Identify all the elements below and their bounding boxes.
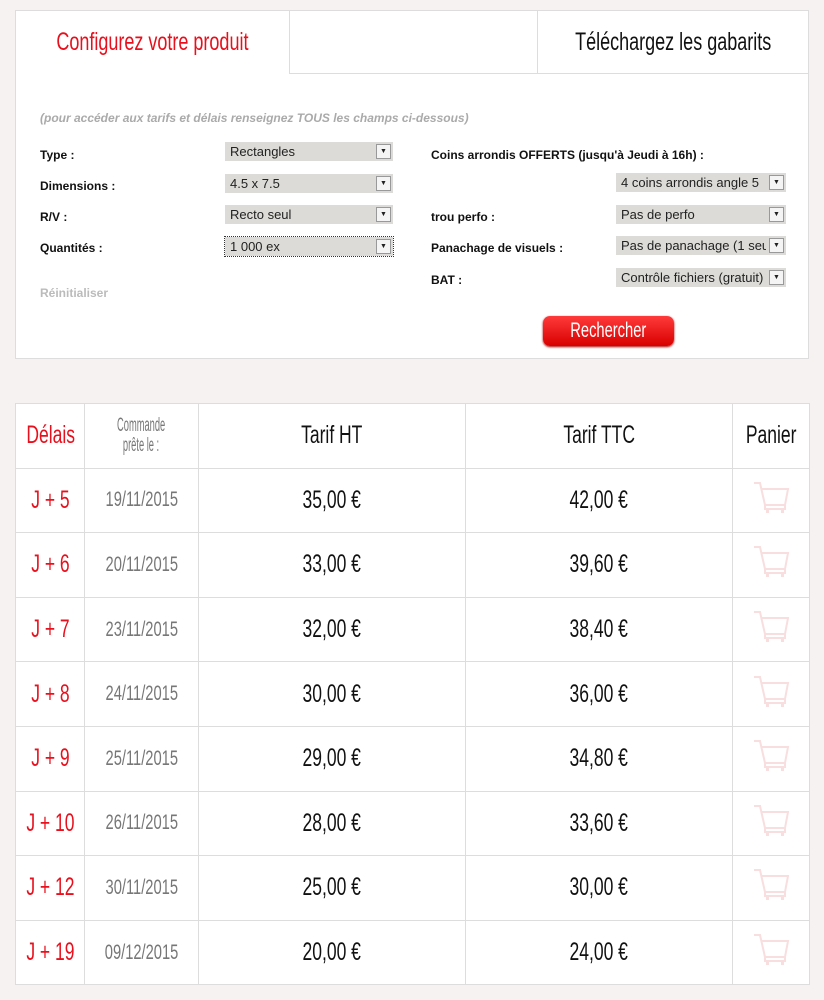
select-value: 4.5 x 7.5 [230, 176, 280, 191]
pricing-table: Délais Commande prête le : Tarif HT Tarif… [15, 403, 810, 986]
select-value: Recto seul [230, 207, 292, 222]
table-row: J + 19 09/12/2015 20,00 € 24,00 € [15, 919, 810, 986]
cart-icon[interactable] [752, 868, 790, 902]
table-row: J + 7 23/11/2015 32,00 € 38,40 € [15, 596, 810, 663]
chevron-down-icon: ▼ [769, 238, 784, 253]
panachage-select[interactable]: Pas de panachage (1 seul visuel)▼ [616, 236, 786, 255]
table-header-row: Délais Commande prête le : Tarif HT Tarif… [15, 403, 810, 469]
delay-cell: J + 5 [30, 485, 70, 514]
date-cell: 23/11/2015 [105, 617, 178, 641]
type-label: Type : [40, 148, 75, 162]
perfo-label: trou perfo : [431, 210, 495, 224]
price-ht-cell: 30,00 € [302, 679, 362, 708]
cart-icon[interactable] [752, 933, 790, 967]
table-row: J + 6 20/11/2015 33,00 € 39,60 € [15, 532, 810, 598]
table-row: J + 10 26/11/2015 28,00 € 33,60 € [15, 790, 810, 857]
date-cell: 30/11/2015 [105, 875, 178, 899]
search-button-label: Rechercher [570, 319, 647, 342]
table-row: J + 9 25/11/2015 29,00 € 34,80 € [15, 725, 810, 792]
quantity-label: Quantités : [40, 241, 103, 255]
table-row: J + 8 24/11/2015 30,00 € 36,00 € [15, 661, 810, 727]
form-hint: (pour accéder aux tarifs et délais rense… [40, 111, 469, 125]
header-ttc: Tarif TTC [563, 421, 635, 450]
table-row: J + 12 30/11/2015 25,00 € 30,00 € [15, 855, 810, 921]
price-ttc-cell: 42,00 € [569, 485, 629, 514]
select-value: Contrôle fichiers (gratuit) [621, 270, 764, 285]
select-value: 1 000 ex [230, 239, 280, 254]
price-ht-cell: 29,00 € [302, 744, 362, 773]
bat-select[interactable]: Contrôle fichiers (gratuit) ▼ [616, 268, 786, 287]
cart-icon[interactable] [752, 545, 790, 579]
dimensions-select[interactable]: 4.5 x 7.5 ▼ [225, 174, 393, 193]
header-date: Commande prête le : [117, 414, 166, 456]
date-cell: 24/11/2015 [105, 682, 178, 706]
select-value: Rectangles [230, 144, 296, 159]
dimensions-label: Dimensions : [40, 179, 116, 193]
select-value: Pas de perfo [621, 207, 695, 222]
tab-configure[interactable]: Configurez votre produit [16, 11, 289, 74]
coins-label: Coins arrondis OFFERTS (jusqu'à Jeudi à … [431, 148, 704, 162]
chevron-down-icon: ▼ [769, 207, 784, 222]
rv-label: R/V : [40, 210, 68, 224]
price-ttc-cell: 36,00 € [569, 679, 629, 708]
price-ht-cell: 35,00 € [302, 485, 362, 514]
price-ht-cell: 32,00 € [302, 615, 362, 644]
chevron-down-icon: ▼ [376, 144, 391, 159]
price-ht-cell: 28,00 € [302, 808, 362, 837]
price-ttc-cell: 33,60 € [569, 808, 629, 837]
cart-icon[interactable] [752, 739, 790, 773]
date-cell: 09/12/2015 [104, 940, 179, 964]
reset-link[interactable]: Réinitialiser [40, 286, 109, 300]
select-value: Pas de panachage (1 seul visuel) [621, 238, 766, 253]
tab-label: Téléchargez les gabarits [574, 27, 772, 56]
type-select[interactable]: Rectangles ▼ [225, 142, 393, 161]
date-cell: 25/11/2015 [105, 746, 178, 770]
quantity-select[interactable]: 1 000 ex ▼ [224, 236, 394, 257]
chevron-down-icon: ▼ [376, 239, 391, 254]
price-ttc-cell: 39,60 € [569, 550, 629, 579]
header-delay: Délais [26, 421, 76, 450]
header-ht: Tarif HT [301, 421, 363, 450]
delay-cell: J + 10 [26, 808, 75, 837]
price-ht-cell: 25,00 € [302, 873, 362, 902]
date-cell: 19/11/2015 [105, 488, 178, 512]
cart-icon[interactable] [752, 481, 790, 515]
chevron-down-icon: ▼ [769, 175, 784, 190]
date-cell: 26/11/2015 [105, 811, 178, 835]
select-value: 4 coins arrondis angle 5 [621, 175, 760, 190]
rv-select[interactable]: Recto seul ▼ [225, 205, 393, 224]
date-cell: 20/11/2015 [105, 552, 178, 576]
cart-icon[interactable] [752, 804, 790, 838]
price-ht-cell: 20,00 € [302, 938, 362, 967]
tab-label: Configurez votre produit [56, 28, 249, 56]
cart-icon[interactable] [752, 610, 790, 644]
header-cart: Panier [745, 421, 797, 450]
tab-templates[interactable]: Téléchargez les gabarits [538, 11, 808, 74]
price-ttc-cell: 24,00 € [569, 938, 629, 967]
cart-icon[interactable] [752, 675, 790, 709]
delay-cell: J + 9 [30, 744, 70, 773]
search-button[interactable]: Rechercher [543, 316, 674, 346]
delay-cell: J + 8 [30, 679, 70, 708]
price-ttc-cell: 30,00 € [569, 873, 629, 902]
delay-cell: J + 12 [26, 873, 75, 902]
delay-cell: J + 7 [30, 615, 70, 644]
coins-select[interactable]: 4 coins arrondis angle 5 ▼ [616, 173, 786, 192]
chevron-down-icon: ▼ [376, 207, 391, 222]
bat-label: BAT : [431, 273, 463, 287]
configurator-panel: Configurez votre produit Téléchargez les… [15, 10, 809, 359]
chevron-down-icon: ▼ [376, 176, 391, 191]
table-row: J + 5 19/11/2015 35,00 € 42,00 € [15, 467, 810, 534]
tab-empty [289, 11, 538, 74]
panachage-label: Panachage de visuels : [431, 241, 564, 255]
delay-cell: J + 19 [26, 938, 75, 967]
perfo-select[interactable]: Pas de perfo ▼ [616, 205, 786, 224]
price-ht-cell: 33,00 € [302, 550, 362, 579]
chevron-down-icon: ▼ [769, 270, 784, 285]
price-ttc-cell: 38,40 € [569, 615, 629, 644]
price-ttc-cell: 34,80 € [569, 744, 629, 773]
delay-cell: J + 6 [30, 550, 70, 579]
